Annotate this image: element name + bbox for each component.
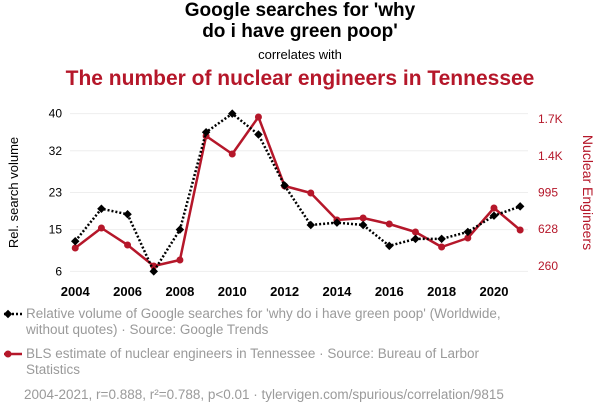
x-tick-label: 2010 [218, 284, 247, 299]
series1-point [123, 210, 132, 219]
chart-title-line1: Google searches for 'why [184, 0, 416, 21]
series2-point [516, 226, 524, 234]
series2-point [228, 150, 236, 158]
series2-point [385, 220, 393, 228]
series1-point [306, 220, 316, 230]
series1-point [280, 181, 289, 190]
y-left-tick-label: 40 [49, 107, 63, 121]
y-right-axis-label: Nuclear Engineers [580, 135, 596, 250]
series2-point [411, 228, 419, 236]
series2-point [97, 224, 105, 232]
y-right-tick-label: 1.4K [538, 149, 563, 163]
series1-point [70, 236, 80, 246]
x-tick-label: 2016 [375, 284, 404, 299]
chart-title: Google searches for 'why do i have green… [0, 0, 600, 42]
footer-stats: 2004-2021, r=0.888, r²=0.788, p<0.01 · t… [24, 387, 504, 402]
legend-series2: BLS estimate of nuclear engineers in Ten… [2, 346, 522, 378]
series1-point [489, 211, 499, 220]
series2-point [254, 113, 262, 121]
series1-point [201, 127, 211, 137]
series2-point [490, 204, 498, 212]
series2-point [307, 189, 315, 197]
x-tick-label: 2014 [322, 284, 352, 299]
x-tick-label: 2012 [270, 284, 299, 299]
legend-series1: Relative volume of Google searches for '… [2, 306, 522, 338]
series2-point [176, 256, 184, 264]
chart-subtitle: The number of nuclear engineers in Tenne… [65, 67, 535, 90]
y-left-tick-label: 15 [49, 223, 63, 237]
series1-point [149, 267, 158, 276]
y-right-tick-label: 1.7K [538, 112, 563, 126]
series2-point [124, 241, 132, 249]
series2-point [464, 234, 472, 242]
x-tick-label: 2006 [113, 284, 142, 299]
x-tick-label: 2018 [427, 284, 456, 299]
x-tick-label: 2008 [165, 284, 194, 299]
series2-point [438, 243, 446, 251]
y-left-axis-label: Rel. search volume [6, 137, 21, 248]
x-tick-label: 2004 [61, 284, 91, 299]
series2-point [359, 214, 367, 222]
y-left-tick-label: 23 [49, 186, 63, 200]
series2-point [150, 262, 158, 270]
correlates-text: correlates with [258, 47, 342, 62]
series1-point [228, 109, 237, 118]
series1-point [437, 234, 446, 244]
series1-point [515, 202, 525, 211]
series1-point [463, 227, 473, 237]
legend-series1-swatch [3, 309, 22, 319]
chart-svg: 40 32 23 15 6 1.7K 1.4K 995 628 260 2004 2006 2008 20… [6, 107, 596, 299]
legend-series2-swatch [4, 350, 22, 358]
series1-point [385, 241, 394, 251]
legend-series1-label: Relative volume of Google searches for '… [26, 306, 501, 337]
y-left-tick-label: 32 [49, 144, 63, 158]
series1-point [97, 204, 106, 213]
series1-point [358, 220, 368, 230]
series2-point [71, 244, 79, 252]
series1-point [411, 234, 420, 244]
legend-series2-label: BLS estimate of nuclear engineers in Ten… [26, 346, 480, 377]
y-left-tick-label: 6 [55, 264, 62, 278]
series1-point [332, 218, 342, 227]
title-block: Google searches for 'why do i have green… [0, 0, 600, 91]
series1-line [74, 112, 521, 273]
y-right-tick-label: 260 [538, 259, 558, 273]
x-tick-label: 2020 [480, 284, 509, 299]
series1-point [254, 130, 263, 139]
y-right-tick-label: 995 [538, 186, 558, 200]
series1-point [175, 225, 185, 234]
y-right-tick-label: 628 [538, 222, 558, 236]
chart-title-line2: do i have green poop' [202, 21, 398, 42]
